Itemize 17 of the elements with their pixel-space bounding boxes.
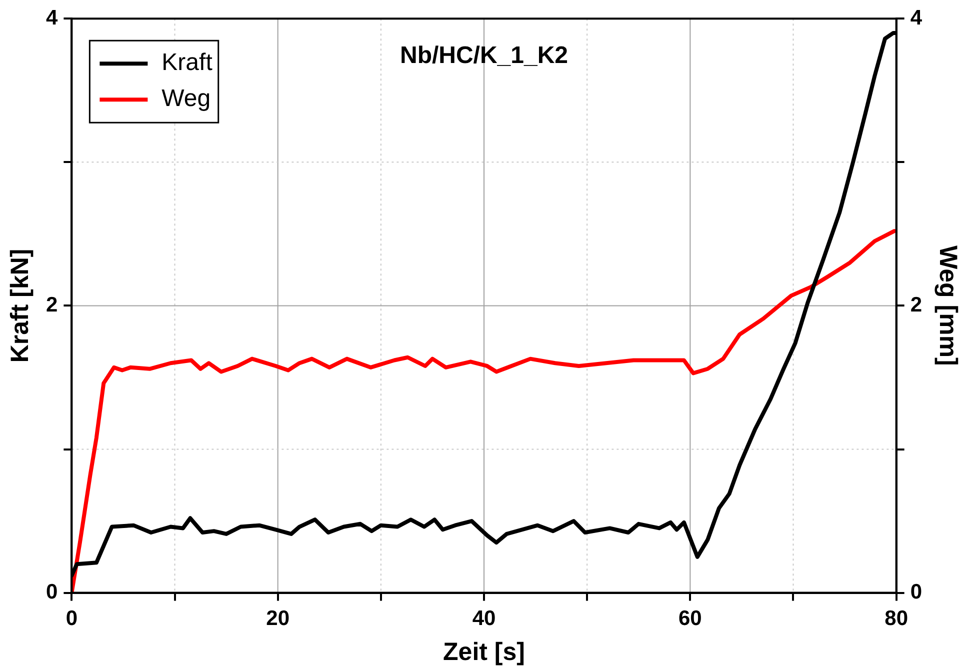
y-tick-label: 4 xyxy=(46,6,58,30)
y2-tick-label: 0 xyxy=(910,580,922,604)
y2-tick-label: 4 xyxy=(910,6,922,30)
text: Nb/HC/K_1_K2 xyxy=(400,42,568,70)
x-axis-title: Zeit [s] xyxy=(443,638,525,666)
y2-axis-title: Weg [mm] xyxy=(934,246,962,366)
legend-label: Weg xyxy=(162,85,211,112)
y-tick-label: 2 xyxy=(46,293,58,316)
legend-label: Kraft xyxy=(162,49,213,76)
y-axis-title: Kraft [kN] xyxy=(6,248,34,363)
x-tick-label: 20 xyxy=(266,607,290,630)
x-tick-label: 80 xyxy=(884,607,908,630)
x-tick-label: 60 xyxy=(678,607,702,630)
x-tick-label: 0 xyxy=(66,607,78,630)
x-tick-label: 40 xyxy=(472,607,496,630)
y-tick-label: 0 xyxy=(46,580,58,604)
y2-tick-label: 2 xyxy=(910,293,922,316)
